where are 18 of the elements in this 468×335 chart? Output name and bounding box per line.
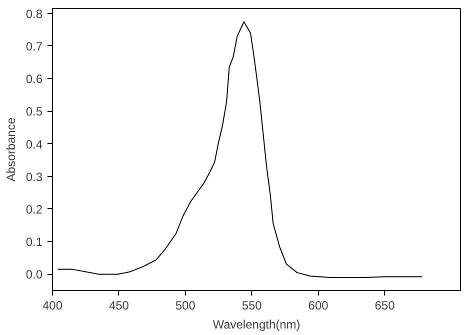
y-tick-label: 0.3: [26, 170, 43, 184]
x-tick-label: 400: [42, 298, 63, 312]
y-tick-label: 0.1: [26, 235, 43, 250]
x-tick-label: 500: [175, 298, 196, 312]
y-tick-label: 0.8: [26, 6, 43, 21]
x-tick-label: 550: [242, 298, 262, 312]
x-tick-label: 450: [108, 298, 130, 312]
y-axis-title: Absorbance: [4, 117, 18, 182]
line-series: [57, 21, 422, 278]
y-tick-label: 0.5: [26, 104, 43, 119]
x-tick-label: 600: [308, 298, 329, 312]
y-tick-label: 0.0: [26, 268, 43, 282]
x-tick-label: 650: [374, 298, 396, 312]
y-tick-label: 0.2: [26, 202, 43, 216]
y-tick-label: 0.6: [26, 72, 43, 86]
y-tick-label: 0.4: [26, 137, 43, 152]
y-tick-label: 0.7: [26, 39, 43, 54]
x-axis-title: Wavelength(nm): [212, 318, 300, 332]
